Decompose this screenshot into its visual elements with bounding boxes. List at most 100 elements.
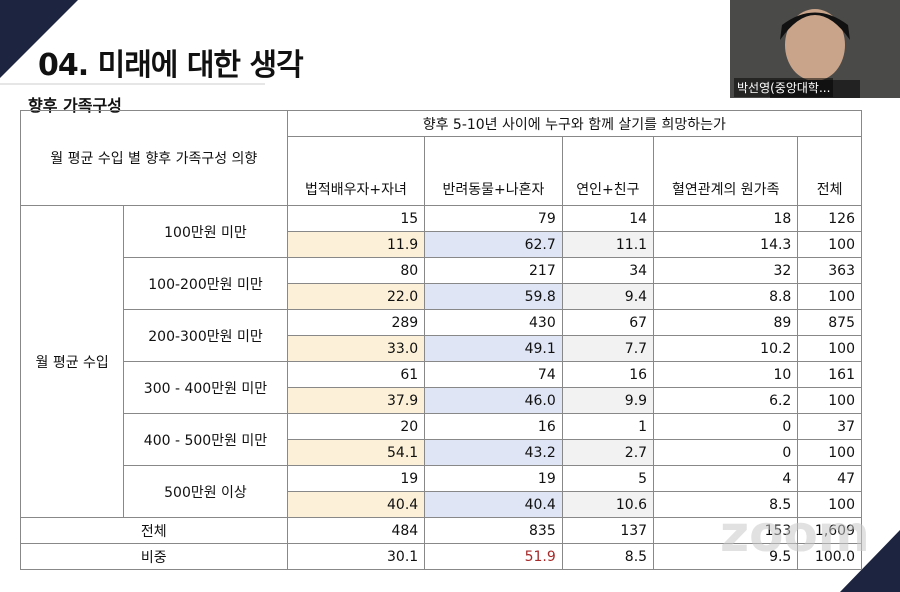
total-cell: 484 (286, 517, 426, 544)
count-cell: 47 (797, 465, 862, 492)
row-label: 100-200만원 미만 (123, 257, 288, 310)
row-label: 500만원 이상 (123, 465, 288, 518)
row-label: 300 - 400만원 미만 (123, 361, 288, 414)
table-row: 40.4 40.4 10.6 8.5 100 (21, 491, 862, 518)
share-cell: 51.9 (424, 543, 563, 570)
count-cell: 20 (286, 413, 426, 440)
count-cell: 19 (424, 465, 563, 492)
percent-cell: 2.7 (561, 439, 655, 466)
count-cell: 10 (653, 361, 799, 388)
share-cell: 100.0 (797, 543, 862, 570)
table-row: 22.0 59.8 9.4 8.8 100 (21, 283, 862, 310)
count-cell: 161 (797, 361, 862, 388)
percent-cell: 59.8 (424, 283, 563, 310)
count-cell: 19 (286, 465, 426, 492)
count-cell: 37 (797, 413, 862, 440)
row-group-label: 월 평균 수입 (19, 205, 125, 518)
group-header: 향후 5-10년 사이에 누구와 함께 살기를 희망하는가 (286, 110, 863, 137)
percent-cell: 100 (797, 491, 862, 518)
percent-cell: 8.8 (653, 283, 799, 310)
percent-cell: 37.9 (286, 387, 426, 414)
percent-cell: 10.6 (561, 491, 655, 518)
count-cell: 14 (561, 205, 655, 232)
table-row: 33.0 49.1 7.7 10.2 100 (21, 335, 862, 362)
table-row: 100-200만원 미만 80 217 34 32 363 (21, 257, 862, 310)
percent-cell: 7.7 (561, 335, 655, 362)
percent-cell: 54.1 (286, 439, 426, 466)
percent-cell: 100 (797, 335, 862, 362)
webcam: 박선영(중앙대학... (730, 0, 900, 98)
share-label: 비중 (20, 543, 288, 570)
percent-cell: 40.4 (424, 491, 563, 518)
percent-cell: 22.0 (286, 283, 426, 310)
count-cell: 289 (286, 309, 426, 336)
share-cell: 9.5 (653, 543, 799, 570)
table-row: 비중 30.1 51.9 8.5 9.5 100.0 (20, 543, 862, 570)
total-label: 전체 (20, 517, 288, 544)
percent-cell: 46.0 (424, 387, 563, 414)
column-header: 전체 (797, 136, 862, 206)
slide-title: 04. 미래에 대한 생각 (38, 48, 304, 83)
percent-cell: 100 (797, 387, 862, 414)
count-cell: 15 (286, 205, 426, 232)
percent-cell: 62.7 (424, 231, 563, 258)
count-cell: 89 (653, 309, 799, 336)
table-row: 200-300만원 미만 289 430 67 89 875 (21, 309, 862, 362)
count-cell: 363 (797, 257, 862, 284)
percent-cell: 8.5 (653, 491, 799, 518)
percent-cell: 43.2 (424, 439, 563, 466)
count-cell: 16 (561, 361, 655, 388)
column-header: 혈연관계의 원가족 (653, 136, 799, 206)
percent-cell: 33.0 (286, 335, 426, 362)
count-cell: 67 (561, 309, 655, 336)
share-cell: 8.5 (561, 543, 655, 570)
count-cell: 875 (797, 309, 862, 336)
table-row: 300 - 400만원 미만 61 74 16 10 161 (21, 361, 862, 414)
percent-cell: 100 (797, 283, 862, 310)
row-label: 100만원 미만 (123, 205, 288, 258)
count-cell: 4 (653, 465, 799, 492)
count-cell: 61 (286, 361, 426, 388)
column-header: 반려동물+나혼자 (424, 136, 563, 206)
table-row: 법적배우자+자녀 반려동물+나혼자 연인+친구 혈연관계의 원가족 전체 (21, 136, 862, 206)
count-cell: 16 (424, 413, 563, 440)
table-row: 월 평균 수입 별 향후 가족구성 의향 향후 5-10년 사이에 누구와 함께 … (20, 110, 863, 206)
count-cell: 126 (797, 205, 862, 232)
share-cell: 30.1 (286, 543, 426, 570)
count-cell: 34 (561, 257, 655, 284)
percent-cell: 0 (653, 439, 799, 466)
count-cell: 430 (424, 309, 563, 336)
percent-cell: 14.3 (653, 231, 799, 258)
table-row: 11.9 62.7 11.1 14.3 100 (21, 231, 862, 258)
percent-cell: 10.2 (653, 335, 799, 362)
table-row: 400 - 500만원 미만 20 16 1 0 37 (21, 413, 862, 466)
count-cell: 74 (424, 361, 563, 388)
corner-header: 월 평균 수입 별 향후 가족구성 의향 (20, 110, 288, 206)
table-row: 월 평균 수입 100만원 미만 15 79 14 18 126 (19, 205, 862, 518)
data-table: 월 평균 수입 별 향후 가족구성 의향 향후 5-10년 사이에 누구와 함께 … (19, 110, 863, 570)
column-header: 연인+친구 (561, 136, 655, 206)
percent-cell: 11.1 (561, 231, 655, 258)
table-row: 500만원 이상 19 19 5 4 47 (21, 465, 862, 518)
count-cell: 1 (561, 413, 655, 440)
percent-cell: 9.9 (561, 387, 655, 414)
count-cell: 32 (653, 257, 799, 284)
percent-cell: 11.9 (286, 231, 426, 258)
row-label: 400 - 500만원 미만 (123, 413, 288, 466)
total-cell: 137 (561, 517, 655, 544)
percent-cell: 9.4 (561, 283, 655, 310)
percent-cell: 100 (797, 231, 862, 258)
count-cell: 5 (561, 465, 655, 492)
watermark: zoom (720, 505, 870, 563)
count-cell: 80 (286, 257, 426, 284)
total-cell: 1,609 (797, 517, 862, 544)
row-label: 200-300만원 미만 (123, 309, 288, 362)
percent-cell: 49.1 (424, 335, 563, 362)
percent-cell: 100 (797, 439, 862, 466)
count-cell: 0 (653, 413, 799, 440)
table-row: 37.9 46.0 9.9 6.2 100 (21, 387, 862, 414)
percent-cell: 40.4 (286, 491, 426, 518)
webcam-name: 박선영(중앙대학... (734, 78, 834, 97)
